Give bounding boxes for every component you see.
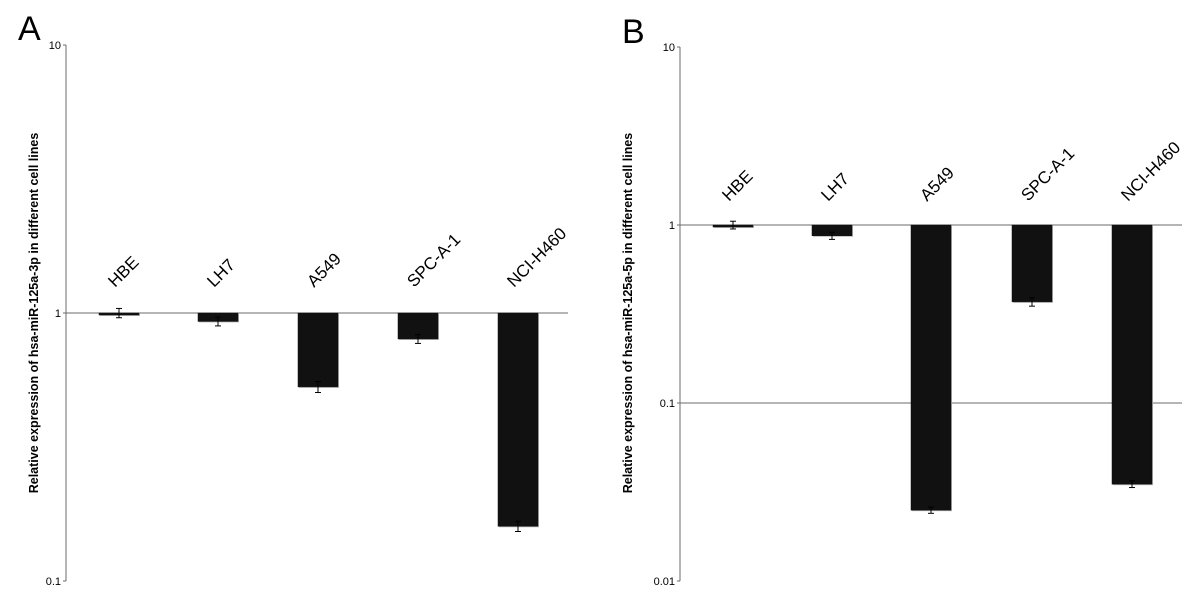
panel-label: A [18,10,41,48]
category-label: A549 [916,163,958,205]
bar [1011,224,1053,303]
category-label: NCI-H460 [1117,138,1184,205]
y-tick-label: 10 [663,42,675,54]
category-label: NCI-H460 [503,224,570,291]
bar [497,312,539,527]
bar [910,224,952,511]
category-label: SPC-A-1 [403,230,464,291]
chart-panel-a: A 10 1 0.1 Relative expression of hsa-miR-12… [18,10,570,588]
y-tick-label: 0.01 [654,576,675,588]
category-label: A549 [303,249,345,291]
category-label: HBE [718,167,756,205]
y-tick-label: 0.1 [660,398,675,410]
y-tick-label: 1 [55,308,61,320]
panel-label: B [622,13,645,51]
category-label: LH7 [817,169,852,204]
chart-panel-b: B 10 1 0.1 0.01 Relative expression of hsa-mi… [621,13,1184,588]
category-label: SPC-A-1 [1017,144,1078,205]
bar [297,312,339,388]
y-tick-label: 10 [49,40,61,52]
category-label: HBE [104,253,142,291]
y-tick-label: 1 [669,220,675,232]
category-label: LH7 [203,255,238,290]
y-axis-label: Relative expression of hsa-miR-125a-5p i… [621,133,635,494]
bar [1111,224,1153,485]
y-tick-label: 0.1 [46,576,61,588]
y-axis-label: Relative expression of hsa-miR-125a-3p i… [27,133,41,494]
